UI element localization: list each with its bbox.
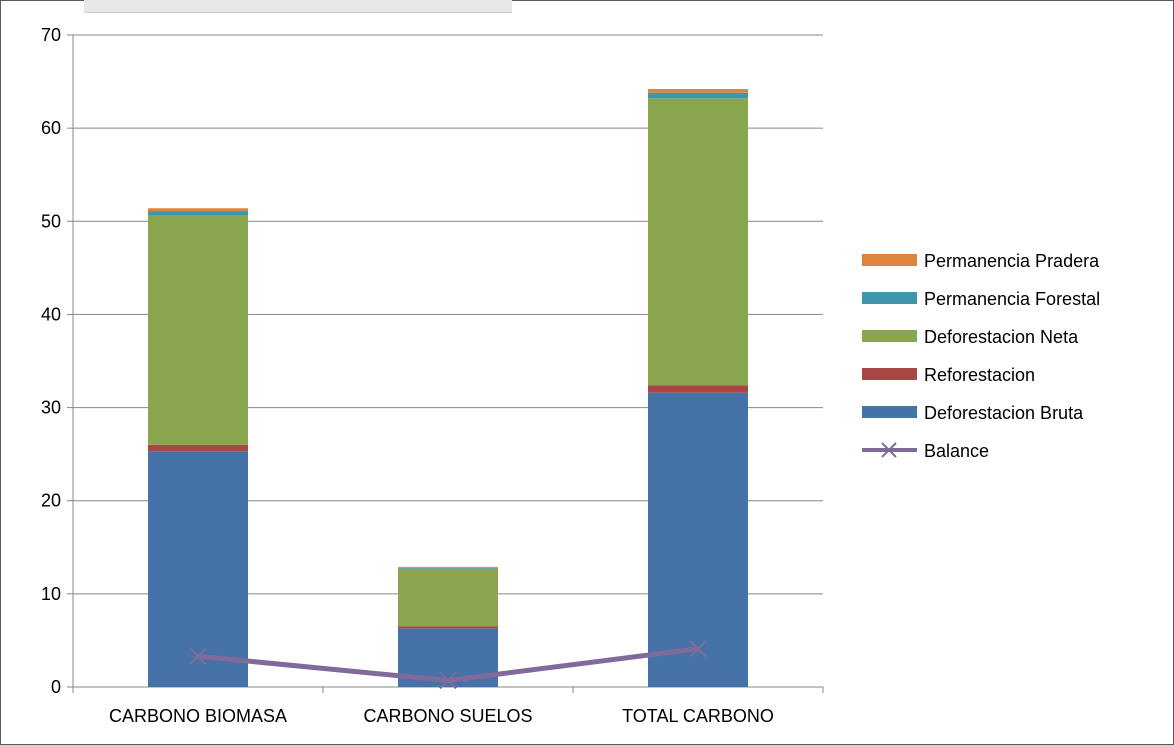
legend-swatch	[862, 330, 917, 342]
y-tick-label: 70	[41, 25, 61, 45]
legend-label: Reforestacion	[924, 365, 1035, 385]
bar-permanencia-pradera	[648, 89, 748, 93]
legend-label: Deforestacion Neta	[924, 327, 1079, 347]
bar-permanencia-forestal	[648, 92, 748, 99]
bar-deforestacion-bruta	[148, 451, 248, 687]
legend-item: Reforestacion	[862, 365, 1035, 385]
legend-item: Permanencia Forestal	[862, 289, 1100, 309]
bar-permanencia-forestal	[398, 567, 498, 569]
balance-marker-stroke	[689, 640, 707, 658]
bar-permanencia-forestal	[148, 211, 248, 216]
legend-item: Balance	[862, 441, 989, 461]
y-tick-label: 10	[41, 584, 61, 604]
bar-deforestacion-neta	[648, 98, 748, 386]
legend-item: Permanencia Pradera	[862, 251, 1100, 271]
balance-line	[189, 640, 707, 690]
legend-label: Deforestacion Bruta	[924, 403, 1084, 423]
balance-marker	[689, 640, 707, 658]
legend-item: Deforestacion Neta	[862, 327, 1079, 347]
legend: Permanencia Pradera Permanencia Forestal D…	[862, 251, 1100, 461]
x-category-label: CARBONO BIOMASA	[109, 706, 287, 726]
legend-swatch	[862, 368, 917, 380]
legend-marker	[881, 442, 897, 458]
balance-marker-stroke	[439, 671, 457, 690]
bar-reforestacion	[148, 444, 248, 452]
balance-marker-stroke	[189, 647, 207, 665]
legend-swatch	[862, 292, 917, 304]
bar-deforestacion-neta	[398, 568, 498, 627]
legend-swatch	[862, 254, 917, 266]
bar-reforestacion	[398, 626, 498, 629]
bars	[148, 89, 748, 687]
bar-deforestacion-bruta	[648, 392, 748, 687]
balance-marker	[439, 671, 457, 690]
balance-marker	[189, 647, 207, 665]
legend-label: Balance	[924, 441, 989, 461]
x-category-label: CARBONO SUELOS	[363, 706, 532, 726]
legend-label: Permanencia Forestal	[924, 289, 1100, 309]
legend-label: Permanencia Pradera	[924, 251, 1100, 271]
top-strip	[84, 0, 512, 13]
y-tick-label: 20	[41, 491, 61, 511]
axis-labels: 0 10 20 30 40 50 60 70 CARBONO BIOMASA CARBONO SU…	[41, 25, 774, 726]
y-tick-label: 30	[41, 398, 61, 418]
y-tick-label: 40	[41, 304, 61, 324]
y-tick-label: 0	[51, 677, 61, 697]
legend-item: Deforestacion Bruta	[862, 403, 1084, 423]
bar-reforestacion	[648, 385, 748, 393]
legend-swatch	[862, 406, 917, 418]
y-tick-label: 60	[41, 118, 61, 138]
y-tick-label: 50	[41, 211, 61, 231]
bar-deforestacion-neta	[148, 215, 248, 445]
x-category-label: TOTAL CARBONO	[622, 706, 774, 726]
bar-permanencia-pradera	[148, 208, 248, 212]
bar-permanencia-pradera	[398, 566, 498, 568]
